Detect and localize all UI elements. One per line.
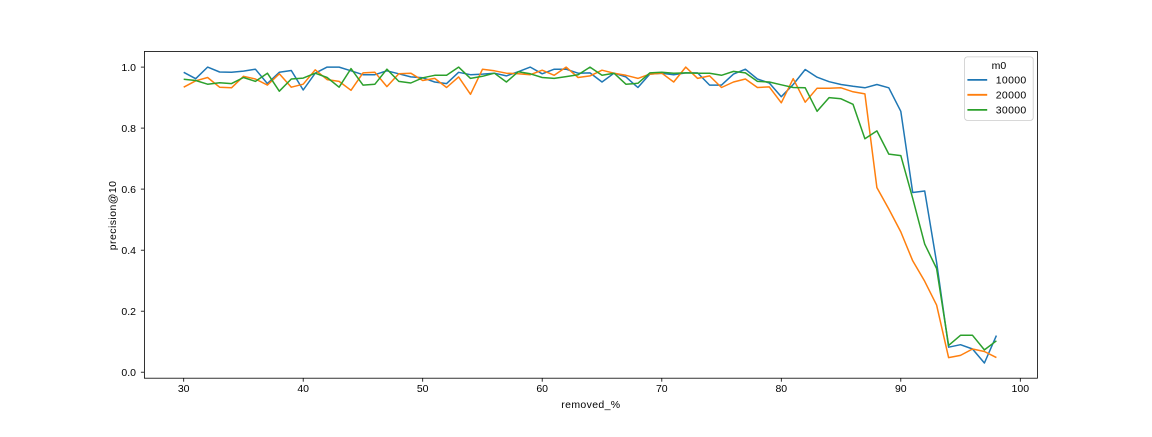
svg-text:0.2: 0.2 <box>121 306 136 318</box>
svg-text:30: 30 <box>178 383 190 395</box>
svg-text:70: 70 <box>656 383 668 395</box>
svg-text:20000: 20000 <box>996 90 1027 102</box>
svg-text:50: 50 <box>417 383 429 395</box>
svg-text:30000: 30000 <box>996 105 1027 117</box>
svg-text:0.4: 0.4 <box>121 245 136 257</box>
svg-text:60: 60 <box>536 383 548 395</box>
svg-text:m0: m0 <box>992 60 1007 72</box>
svg-text:40: 40 <box>297 383 309 395</box>
svg-text:80: 80 <box>775 383 787 395</box>
svg-text:100: 100 <box>1012 383 1030 395</box>
svg-text:0.8: 0.8 <box>121 123 136 135</box>
svg-text:0.0: 0.0 <box>121 367 136 379</box>
svg-text:90: 90 <box>895 383 907 395</box>
svg-text:removed_%: removed_% <box>561 399 620 411</box>
svg-text:10000: 10000 <box>996 75 1027 87</box>
svg-text:1.0: 1.0 <box>121 62 136 74</box>
svg-text:0.6: 0.6 <box>121 184 136 196</box>
svg-text:precision@10: precision@10 <box>107 181 119 251</box>
